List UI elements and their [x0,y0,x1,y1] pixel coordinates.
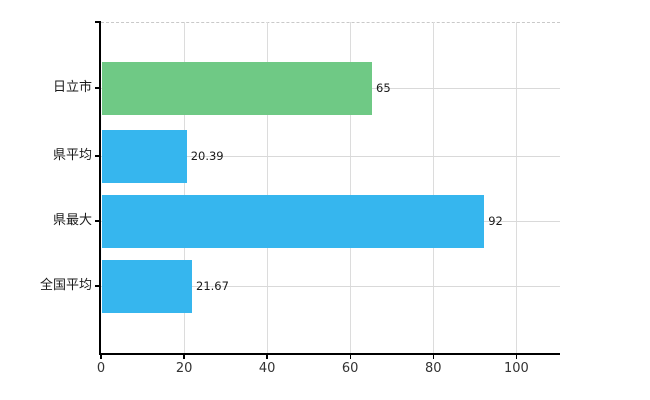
x-axis [99,353,560,355]
bar-県最大 [102,194,485,248]
x-axis-tick [349,353,351,359]
x-tick-label: 40 [258,361,276,376]
x-axis-tick [515,353,518,359]
y-axis-tick [95,285,101,287]
grid-line-vertical [516,22,518,353]
value-label: 21.67 [196,279,229,293]
y-axis-tick [95,155,101,157]
category-label: 県平均 [52,148,92,163]
category-label: 県最大 [52,213,92,228]
x-axis-tick [266,353,268,359]
x-tick-label: 0 [96,361,106,376]
x-axis-tick [183,353,185,359]
value-label: 92 [488,214,503,228]
bar-日立市 [102,61,372,115]
y-axis [99,22,101,355]
grid-line-vertical [184,22,186,353]
y-axis-top-tick [95,21,101,23]
grid-line-vertical [350,22,352,353]
plot-top-border [101,22,560,23]
x-axis-tick [432,353,435,359]
x-tick-label: 20 [175,361,193,376]
x-tick-label: 60 [341,361,359,376]
value-label: 20.39 [190,149,224,163]
category-label: 日立市 [52,80,92,95]
grid-line-horizontal [101,286,560,287]
bar-全国平均 [102,259,192,313]
bar-県平均 [102,129,187,183]
grid-line-horizontal [101,156,560,157]
y-axis-tick [95,220,101,222]
value-label: 65 [376,81,391,95]
grid-line-vertical [267,22,269,353]
category-label: 全国平均 [39,278,92,293]
y-axis-tick [95,87,101,89]
x-tick-label: 100 [503,361,529,376]
grid-line-vertical [433,22,435,353]
x-axis-tick [100,353,102,359]
x-tick-label: 80 [425,361,442,376]
